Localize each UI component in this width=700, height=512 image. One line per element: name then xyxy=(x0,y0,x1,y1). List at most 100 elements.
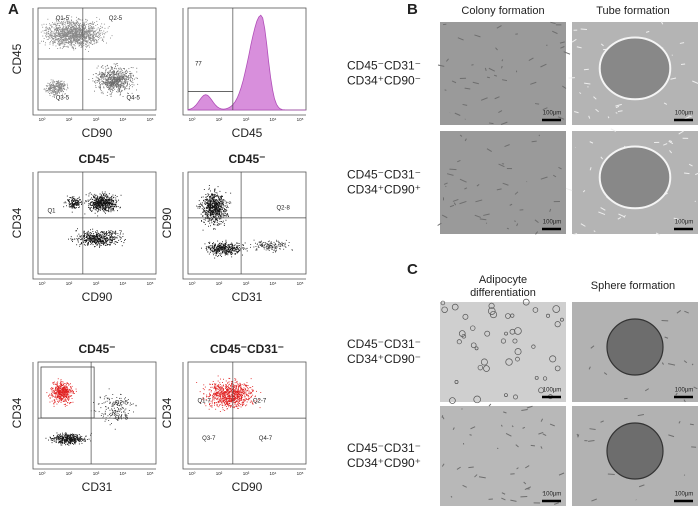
event-dot xyxy=(52,81,53,82)
event-dot xyxy=(115,195,116,196)
event-dot xyxy=(282,243,283,244)
event-dot xyxy=(106,75,107,76)
event-dot xyxy=(65,37,66,38)
event-dot xyxy=(209,254,210,255)
event-dot xyxy=(87,238,88,239)
event-dot xyxy=(39,43,40,44)
event-dot xyxy=(67,46,68,47)
event-dot xyxy=(209,246,210,247)
event-dot xyxy=(79,238,80,239)
event-dot xyxy=(99,19,100,20)
event-dot xyxy=(65,29,66,30)
event-dot xyxy=(54,82,55,83)
event-dot xyxy=(109,76,110,77)
event-dot xyxy=(94,205,95,206)
event-dot xyxy=(202,215,203,216)
event-dot xyxy=(110,199,111,200)
event-dot xyxy=(118,68,119,69)
event-dot xyxy=(111,88,112,89)
event-dot xyxy=(108,28,109,29)
event-dot xyxy=(64,84,65,85)
event-dot xyxy=(56,86,57,87)
event-dot xyxy=(103,242,104,243)
event-dot xyxy=(87,232,88,233)
event-dot xyxy=(87,245,88,246)
event-dot xyxy=(94,236,95,237)
event-dot xyxy=(212,212,213,213)
event-dot xyxy=(103,31,104,32)
event-dot xyxy=(110,38,111,39)
event-dot xyxy=(56,39,57,40)
event-dot xyxy=(106,200,107,201)
event-dot xyxy=(74,35,75,36)
event-dot xyxy=(101,90,102,91)
event-dot xyxy=(239,243,240,244)
flow-plot: 7710⁰10²10³10⁴10⁵CD45 xyxy=(183,8,306,140)
event-dot xyxy=(237,252,238,253)
event-dot xyxy=(133,76,134,77)
event-dot xyxy=(102,92,103,93)
panel-label: B xyxy=(407,1,418,18)
event-dot xyxy=(98,200,99,201)
event-dot xyxy=(93,31,94,32)
event-dot xyxy=(213,213,214,214)
event-dot xyxy=(112,241,113,242)
event-dot xyxy=(90,237,91,238)
event-dot xyxy=(62,41,63,42)
event-dot xyxy=(42,25,43,26)
event-dot xyxy=(58,88,59,89)
event-dot xyxy=(113,73,114,74)
event-dot xyxy=(136,90,137,91)
event-dot xyxy=(213,221,214,222)
event-dot xyxy=(95,239,96,240)
event-dot xyxy=(219,246,220,247)
event-dot xyxy=(281,244,282,245)
event-dot xyxy=(132,84,133,85)
event-dot xyxy=(104,195,105,196)
event-dot xyxy=(84,232,85,233)
event-dot xyxy=(110,77,111,78)
event-dot xyxy=(105,194,106,195)
event-dot xyxy=(96,33,97,34)
event-dot xyxy=(221,199,222,200)
event-dot xyxy=(71,206,72,207)
event-dot xyxy=(105,240,106,241)
event-dot xyxy=(59,82,60,83)
event-dot xyxy=(111,74,112,75)
event-dot xyxy=(47,19,48,20)
event-dot xyxy=(112,92,113,93)
event-dot xyxy=(203,197,204,198)
event-dot xyxy=(214,203,215,204)
event-dot xyxy=(96,42,97,43)
event-dot xyxy=(54,24,55,25)
event-dot xyxy=(76,41,77,42)
event-dot xyxy=(99,80,100,81)
event-dot xyxy=(46,85,47,86)
event-dot xyxy=(128,68,129,69)
event-dot xyxy=(66,35,67,36)
event-dot xyxy=(276,241,277,242)
event-dot xyxy=(86,237,87,238)
event-dot xyxy=(108,244,109,245)
event-dot xyxy=(226,247,227,248)
plot-frame xyxy=(188,172,306,274)
event-dot xyxy=(214,196,215,197)
event-dot xyxy=(208,206,209,207)
event-dot xyxy=(113,197,114,198)
event-dot xyxy=(89,240,90,241)
event-dot xyxy=(235,251,236,252)
event-dot xyxy=(80,45,81,46)
event-dot xyxy=(56,35,57,36)
event-dot xyxy=(216,199,217,200)
event-dot xyxy=(92,205,93,206)
event-dot xyxy=(93,208,94,209)
event-dot xyxy=(205,212,206,213)
event-dot xyxy=(66,202,67,203)
event-dot xyxy=(87,32,88,33)
event-dot xyxy=(212,205,213,206)
event-dot xyxy=(80,199,81,200)
event-dot xyxy=(199,204,200,205)
event-dot xyxy=(91,207,92,208)
event-dot xyxy=(112,35,113,36)
event-dot xyxy=(219,198,220,199)
